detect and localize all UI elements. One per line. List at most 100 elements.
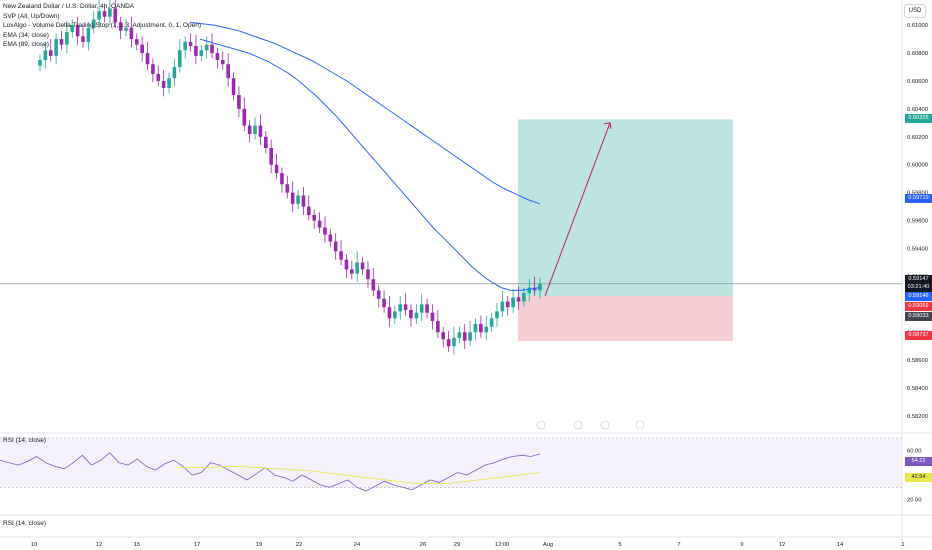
ema34-line (199, 38, 541, 291)
candle-body (500, 301, 505, 312)
candle-body (183, 41, 187, 51)
candle-body (177, 50, 182, 68)
y-tick-label: 0.60600 (907, 79, 928, 85)
projection-arrow (544, 122, 611, 297)
candle-body (307, 206, 311, 215)
legend-indicator[interactable]: SVP (All, Up/Down) (3, 12, 60, 20)
candle-body (140, 44, 144, 54)
candle-body (409, 309, 413, 319)
candle-body (301, 195, 306, 207)
candle-body (452, 337, 456, 347)
y-tick-label: 0.58200 (907, 414, 928, 420)
event-icon (573, 420, 583, 430)
candle-body (65, 32, 69, 45)
candle-body (188, 41, 193, 47)
candle-body (382, 298, 386, 308)
candle-body (403, 304, 408, 310)
candle-body (366, 269, 370, 280)
candle-body (54, 39, 58, 56)
candle-body (317, 220, 322, 228)
candle-body (204, 44, 209, 51)
x-tick-label: 12 (96, 542, 102, 548)
candle-body (220, 60, 225, 65)
rsi-line (0, 452, 541, 492)
price-tag: 03:21:40 (905, 283, 932, 292)
candle-body (118, 22, 123, 31)
y-tick-label: 0.60200 (907, 135, 928, 141)
candle-body (280, 173, 284, 185)
candle-body (97, 11, 101, 20)
x-tick-label: 7 (677, 542, 680, 548)
candle-body (387, 307, 392, 319)
x-tick-label: 1 (901, 542, 904, 548)
chart-legend: New Zealand Dollar / U.S. Dollar, 4h, OA… (3, 2, 201, 50)
price-tag: 0.59147 (905, 275, 932, 284)
candle-body (360, 262, 365, 270)
candle-body (430, 312, 435, 322)
y-tick-label: 0.61000 (907, 23, 928, 29)
price-tag: 0.59033 (905, 312, 932, 321)
price-tag: 0.60325 (905, 114, 932, 123)
x-tick-label: Aug (543, 542, 553, 548)
candle-body (290, 192, 295, 204)
candle-body (532, 287, 537, 291)
candle-body (538, 283, 542, 291)
event-icon (600, 420, 610, 430)
candle-body (479, 323, 483, 333)
candle-body (172, 67, 177, 79)
x-tick-label: 19 (256, 542, 262, 548)
legend-title: New Zealand Dollar / U.S. Dollar, 4h, OA… (3, 3, 135, 10)
candle-body (350, 269, 354, 274)
rsi-panel-label[interactable]: RSI (14, close) (3, 437, 46, 444)
x-tick-label: 5 (618, 542, 621, 548)
rsi-tag: 42.54 (905, 473, 932, 482)
candle-body (419, 304, 424, 313)
y-tick-label: 0.60800 (907, 51, 928, 57)
candle-body (511, 297, 515, 308)
candle-body (161, 80, 166, 88)
y-tick-label: 0.58600 (907, 358, 928, 364)
currency-button[interactable]: USD (904, 4, 926, 18)
x-tick-label: 15 (134, 542, 140, 548)
candle-body (484, 326, 489, 333)
rsi-band (0, 438, 902, 488)
candle-body (339, 251, 343, 260)
candle-body (516, 297, 521, 302)
rsi-tick-label: 60.00 (907, 448, 922, 454)
y-tick-label: 0.60000 (907, 163, 928, 169)
candle-body (210, 44, 214, 54)
bottom-panel-label[interactable]: RSI (14, close) (3, 520, 46, 527)
candle-body (215, 53, 220, 61)
candle-body (312, 215, 316, 221)
y-tick-label: 0.59400 (907, 247, 928, 253)
candle-body (441, 332, 446, 340)
candle-body (253, 125, 257, 135)
candle-body (333, 241, 338, 252)
candle-body (43, 50, 48, 61)
y-tick-label: 0.59600 (907, 219, 928, 225)
x-tick-label: 12:00 (495, 542, 510, 548)
legend-indicator[interactable]: LuxAlgo - Volume Delta Trailing Stop (1,… (3, 22, 201, 29)
candle-body (269, 147, 273, 165)
candle-body (495, 311, 499, 319)
candle-body (38, 60, 42, 66)
candle-body (446, 339, 451, 347)
ema89-line (189, 21, 541, 205)
candle-body (129, 27, 134, 40)
candle-body (285, 184, 290, 193)
candle-body (134, 39, 139, 45)
candle-body (344, 259, 349, 270)
candle-body (247, 125, 252, 135)
candle-body (323, 227, 327, 235)
candle-body (48, 50, 53, 56)
stop-zone (518, 295, 733, 342)
legend-indicator[interactable]: EMA (34, close) (3, 31, 49, 39)
candle-body (108, 8, 112, 17)
legend-indicator[interactable]: EMA (89, close) (3, 41, 49, 48)
candle-body (462, 332, 467, 341)
candle-body (393, 311, 397, 319)
x-tick-label: 24 (354, 542, 361, 548)
candle-body (102, 11, 107, 17)
candle-body (86, 27, 91, 42)
